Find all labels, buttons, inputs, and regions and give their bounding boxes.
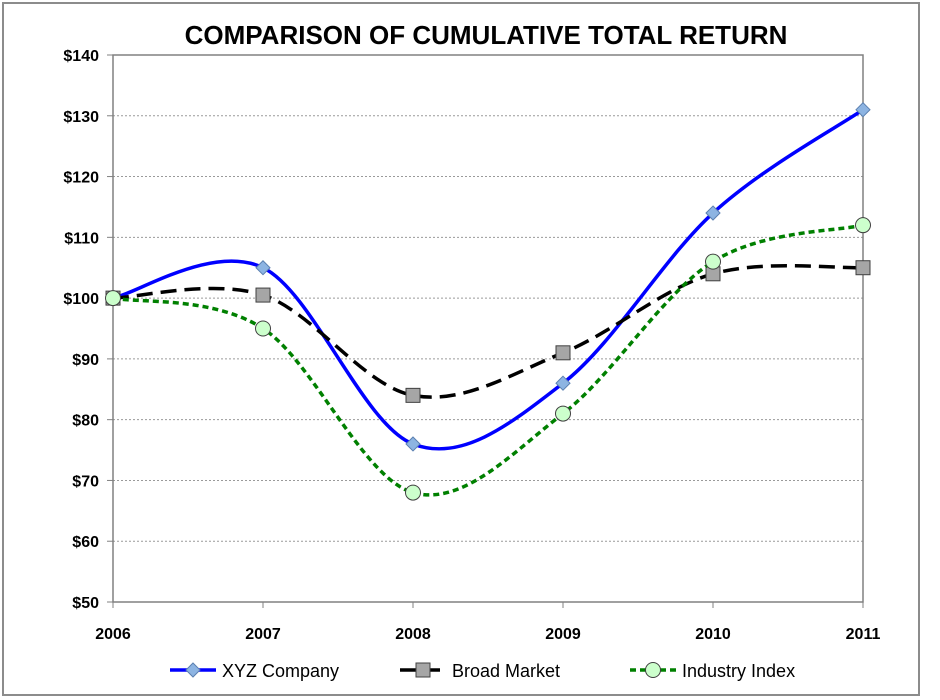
y-tick-label: $70 [72, 473, 99, 490]
series-xyz-company [105, 101, 871, 452]
y-tick-label: $80 [72, 413, 99, 430]
gridlines [113, 115, 863, 542]
series-broad-market [105, 260, 871, 403]
legend-item-industry-index: Industry Index [630, 661, 795, 681]
series-line-xyz-company [112, 108, 864, 451]
plot-area [112, 54, 864, 603]
legend-marker [415, 662, 431, 678]
data-point-industry-index [555, 405, 571, 422]
data-point-xyz-company [705, 205, 721, 221]
data-point-industry-index [855, 217, 871, 234]
data-point-xyz-company [555, 375, 571, 391]
legend-label: XYZ Company [222, 661, 339, 681]
x-tick-label: 2008 [395, 626, 431, 643]
series-lines [105, 101, 871, 501]
data-point-xyz-company [255, 260, 271, 276]
data-point-industry-index [405, 484, 421, 501]
data-point-xyz-company [405, 436, 421, 452]
legend-item-xyz-company: XYZ Company [170, 661, 339, 681]
legend: XYZ Company Broad Market Industry Index [170, 661, 795, 681]
x-tick-label: 2006 [95, 626, 131, 643]
legend-item-broad-market: Broad Market [400, 661, 560, 681]
series-line-broad-market [112, 264, 864, 399]
legend-label: Industry Index [682, 661, 795, 681]
y-tick-label: $60 [72, 534, 99, 551]
data-point-industry-index [105, 290, 121, 307]
y-tick-label: $120 [63, 170, 99, 187]
x-tick-label: 2011 [846, 626, 881, 643]
y-tick-label: $50 [72, 595, 99, 612]
data-point-broad-market [855, 260, 871, 276]
data-point-xyz-company [855, 101, 871, 118]
chart-title: COMPARISON OF CUMULATIVE TOTAL RETURN [185, 20, 788, 50]
data-point-broad-market [405, 387, 421, 403]
y-tick-label: $140 [63, 48, 99, 65]
y-tick-label: $110 [64, 230, 99, 247]
x-tick-label: 2007 [245, 626, 281, 643]
y-tick-label: $90 [72, 352, 99, 369]
y-axis-ticks: $50 $60 $70 $80 $90 $100 $110 $120 $130 $140 [63, 48, 113, 612]
series-industry-index [105, 217, 871, 501]
data-point-industry-index [255, 320, 271, 337]
x-tick-label: 2010 [695, 626, 731, 643]
y-tick-label: $130 [63, 109, 99, 126]
legend-marker [185, 662, 201, 678]
x-tick-label: 2009 [545, 626, 581, 643]
chart-frame [2, 2, 920, 696]
x-axis-ticks: 2006 2007 2008 2009 2010 2011 [95, 602, 880, 643]
series-line-industry-index [112, 223, 864, 497]
data-point-broad-market [555, 345, 571, 361]
data-point-broad-market [255, 287, 271, 303]
data-point-industry-index [705, 253, 721, 270]
legend-marker [645, 662, 661, 678]
legend-label: Broad Market [452, 661, 560, 681]
y-tick-label: $100 [63, 291, 99, 308]
